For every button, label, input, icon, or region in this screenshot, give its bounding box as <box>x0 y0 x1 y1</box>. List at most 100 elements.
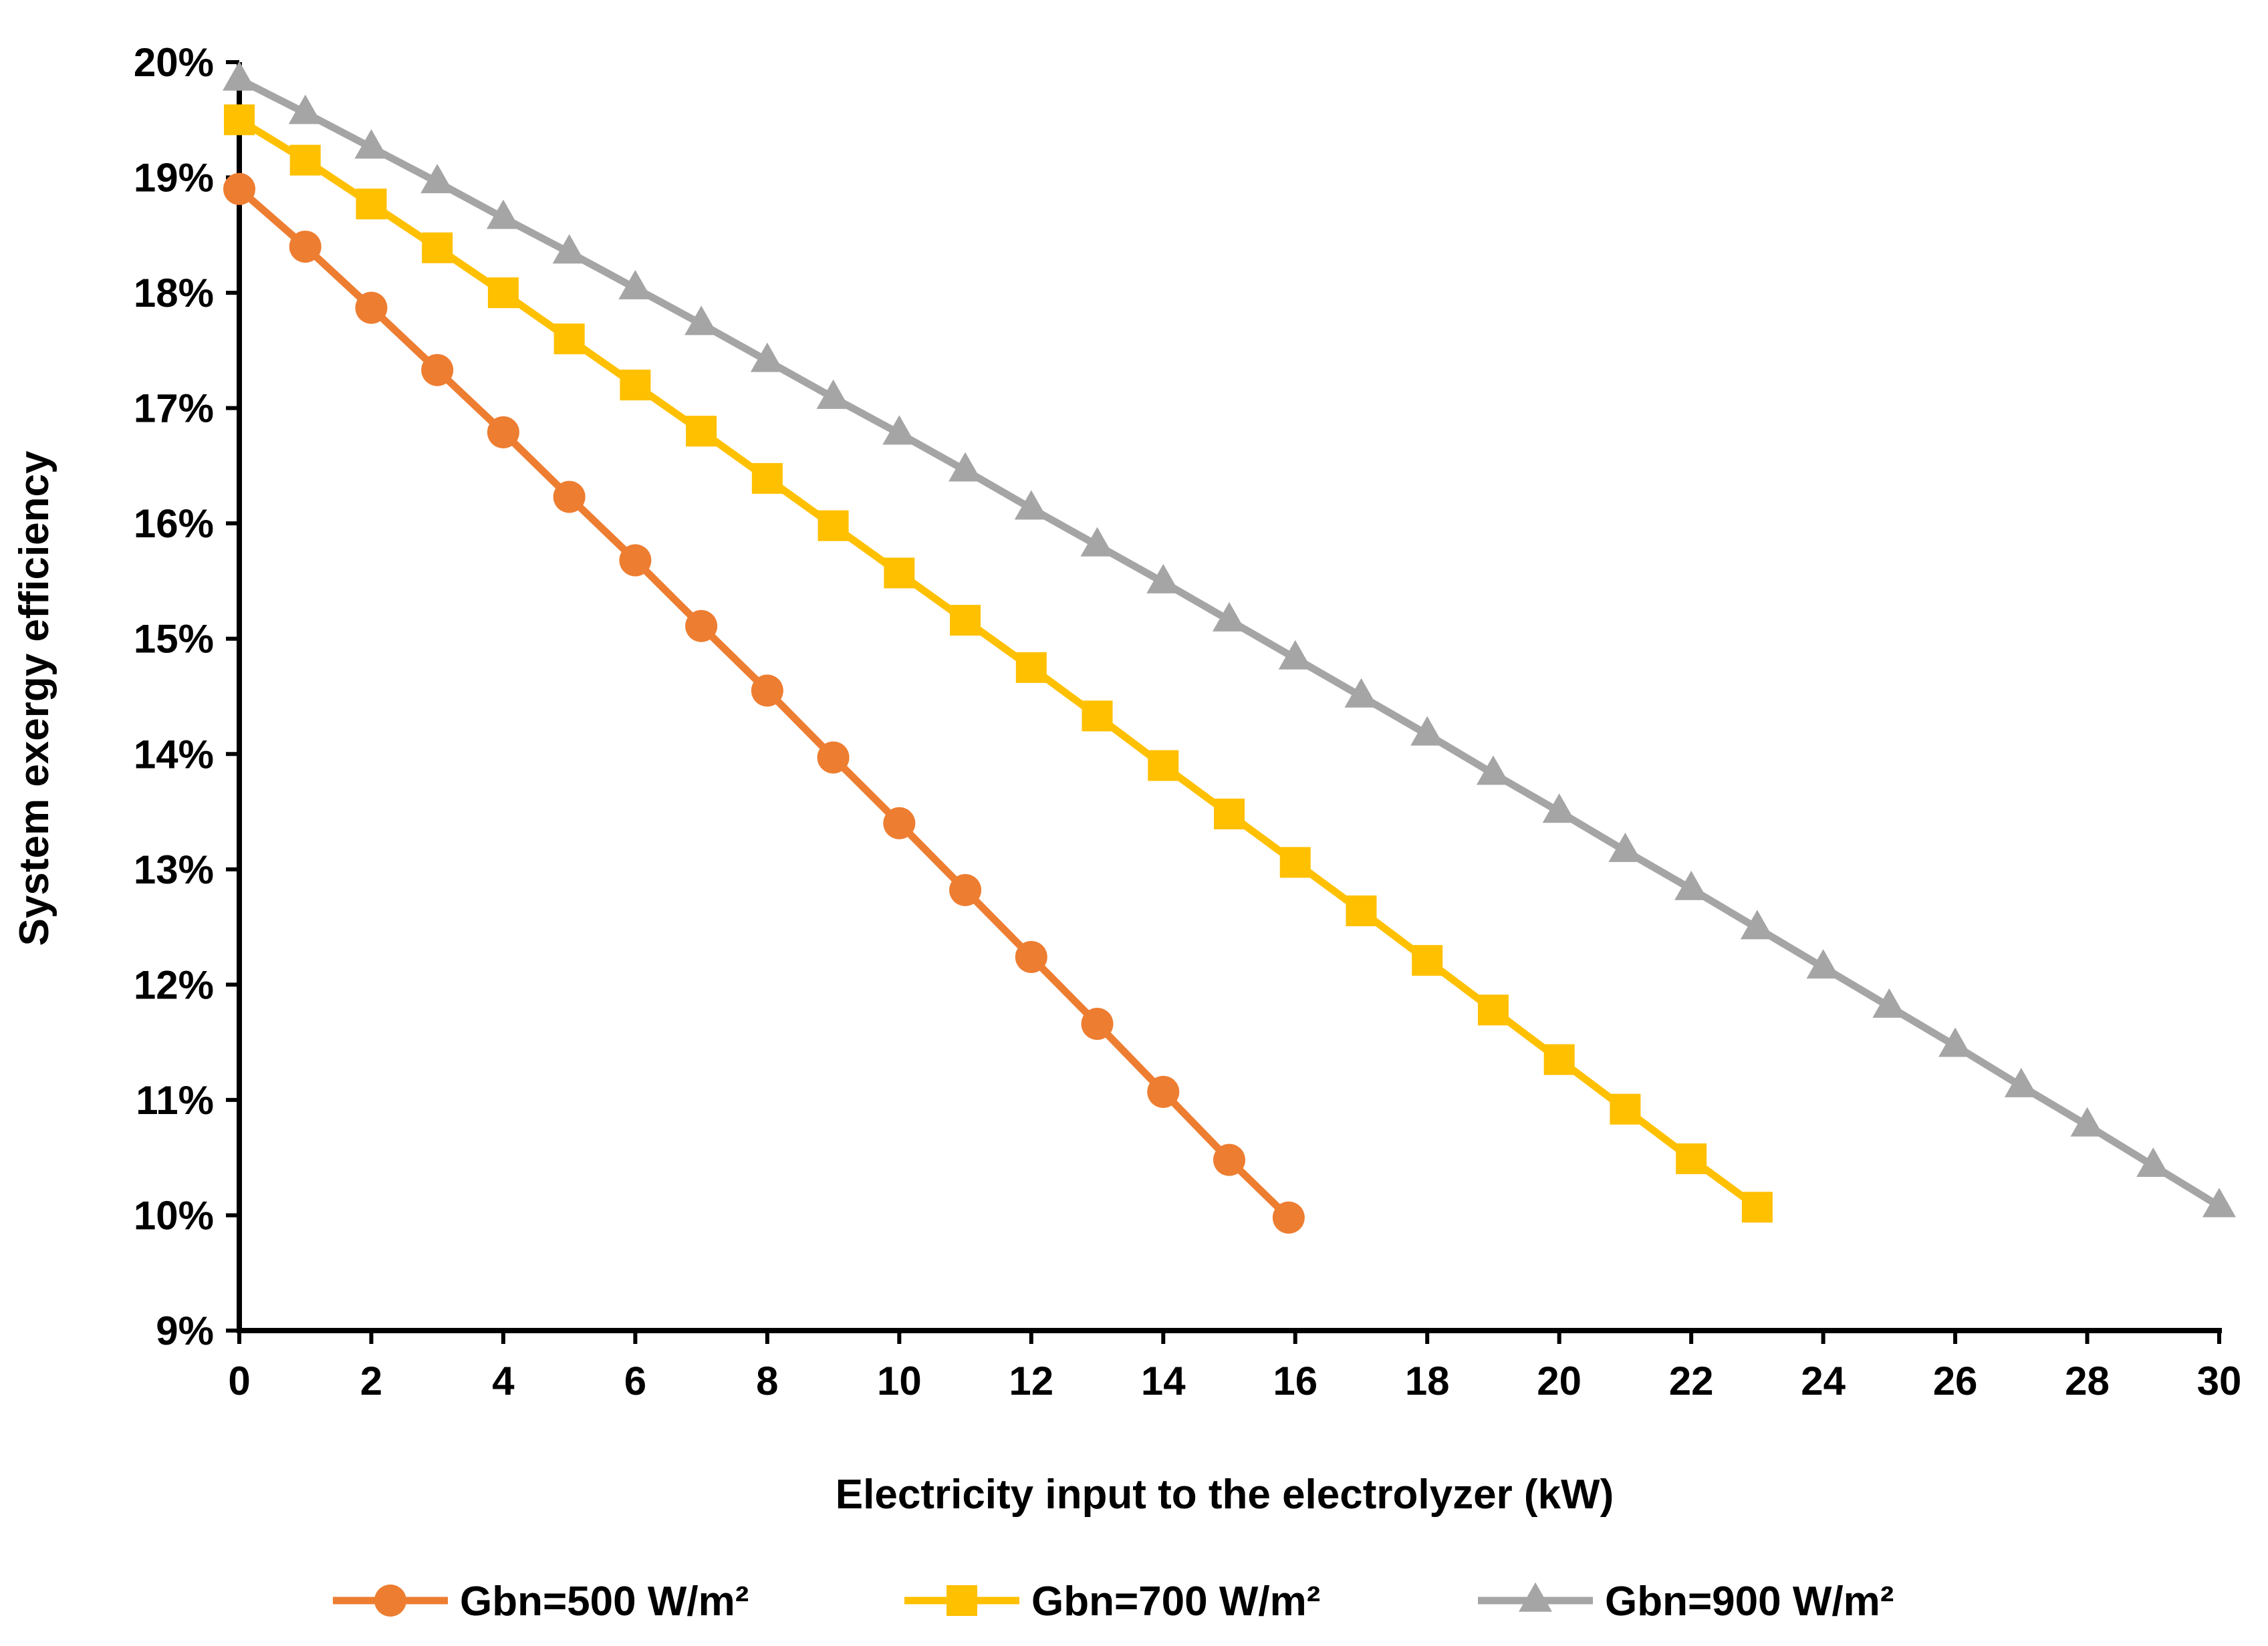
data-point <box>288 94 322 124</box>
y-tick-label: 9% <box>156 1309 214 1353</box>
y-tick-label: 11% <box>136 1078 214 1123</box>
data-point <box>1676 1143 1707 1174</box>
data-point <box>224 104 255 136</box>
x-axis-ticks: 0 2 4 6 8 10 12 14 16 18 20 22 24 26 28 30 <box>228 1331 2241 1403</box>
data-point <box>1542 793 1576 823</box>
data-point <box>422 232 453 263</box>
x-tick-label: 16 <box>1273 1359 1317 1403</box>
data-point <box>1278 640 1312 670</box>
data-point <box>1741 1192 1773 1223</box>
x-tick-label: 26 <box>1933 1359 1978 1403</box>
data-point <box>1674 870 1709 900</box>
y-tick-label: 12% <box>134 962 214 1007</box>
data-point <box>1279 847 1311 878</box>
data-point <box>553 323 585 355</box>
data-point <box>289 144 321 176</box>
x-axis-title: Electricity input to the electrolyzer (k… <box>836 1472 1614 1518</box>
series-3 <box>223 61 2236 1218</box>
data-point <box>1015 940 1047 973</box>
data-point <box>750 342 784 372</box>
x-tick-label: 14 <box>1141 1359 1186 1403</box>
data-point <box>1543 1044 1575 1075</box>
x-tick-label: 20 <box>1537 1359 1582 1403</box>
x-tick-label: 28 <box>2065 1359 2110 1403</box>
data-point <box>1477 994 1509 1026</box>
data-point <box>1213 601 1246 632</box>
data-point <box>1272 1201 1305 1234</box>
data-point <box>1412 945 1443 976</box>
x-tick-label: 6 <box>624 1359 646 1403</box>
data-point <box>2136 1147 2170 1177</box>
series-layer <box>223 61 2236 1234</box>
data-point <box>949 452 983 482</box>
data-point <box>223 61 256 91</box>
y-tick-label: 16% <box>134 501 214 546</box>
data-point <box>950 605 981 636</box>
data-point <box>1015 652 1047 683</box>
y-axis-ticks: 9% 10% 11% 12% 13% 14% 15% 16% 17% 18% 19% 20% <box>134 40 239 1353</box>
data-point <box>1081 1008 1114 1041</box>
data-point <box>817 510 849 541</box>
data-point <box>817 741 850 774</box>
data-point <box>1740 910 1774 940</box>
series-2 <box>224 104 1773 1223</box>
x-tick-label: 10 <box>877 1359 922 1403</box>
data-point <box>1938 1027 1973 1057</box>
data-point <box>289 231 322 263</box>
legend-label: Gbn=700 W/m² <box>1031 1579 1320 1625</box>
legend-swatch-marker <box>947 1585 977 1616</box>
data-point <box>1872 988 1906 1018</box>
data-point <box>816 379 850 409</box>
data-point <box>1806 949 1840 979</box>
legend: Gbn=500 W/m² Gbn=700 W/m² Gbn=900 W/m² <box>333 1579 1894 1625</box>
data-point <box>486 199 520 229</box>
data-point <box>1346 895 1377 926</box>
data-point <box>618 269 652 299</box>
y-tick-label: 13% <box>134 847 214 892</box>
y-tick-label: 10% <box>134 1193 214 1238</box>
data-point <box>1082 700 1113 732</box>
data-point <box>620 370 651 401</box>
y-tick-label: 17% <box>134 386 214 431</box>
data-point <box>684 305 719 335</box>
data-point <box>1146 563 1180 593</box>
data-point <box>1213 1143 1245 1176</box>
x-tick-label: 22 <box>1669 1359 1714 1403</box>
data-point <box>1147 1075 1180 1108</box>
y-axis-title: System exergy efficiency <box>11 450 57 946</box>
x-tick-label: 4 <box>492 1359 515 1403</box>
x-tick-label: 8 <box>756 1359 778 1403</box>
series-1 <box>223 172 1305 1234</box>
x-tick-label: 2 <box>360 1359 382 1403</box>
data-point <box>223 172 255 205</box>
data-point <box>884 557 915 589</box>
legend-swatch-marker <box>374 1585 406 1617</box>
data-point <box>553 481 586 513</box>
y-tick-label: 15% <box>134 617 214 662</box>
data-point <box>354 129 388 159</box>
data-point <box>1148 750 1179 781</box>
series-line <box>237 76 2221 1210</box>
data-point <box>1410 716 1444 746</box>
y-tick-label: 14% <box>134 732 214 777</box>
data-point <box>552 234 586 264</box>
legend-label: Gbn=500 W/m² <box>460 1579 749 1625</box>
axes <box>237 62 2222 1333</box>
data-point <box>1608 832 1642 862</box>
y-tick-label: 19% <box>134 156 214 200</box>
data-point <box>1214 798 1245 829</box>
data-point <box>420 164 455 194</box>
x-tick-label: 24 <box>1801 1359 1846 1403</box>
series-line <box>237 116 1760 1210</box>
data-point <box>1344 678 1378 708</box>
data-point <box>1080 527 1114 557</box>
x-tick-label: 12 <box>1009 1359 1053 1403</box>
legend-label: Gbn=900 W/m² <box>1605 1579 1894 1625</box>
data-point <box>421 354 454 386</box>
data-point <box>751 674 783 707</box>
data-point <box>1610 1093 1641 1125</box>
data-point <box>883 807 916 839</box>
x-tick-label: 30 <box>2197 1359 2242 1403</box>
data-point <box>882 415 916 445</box>
